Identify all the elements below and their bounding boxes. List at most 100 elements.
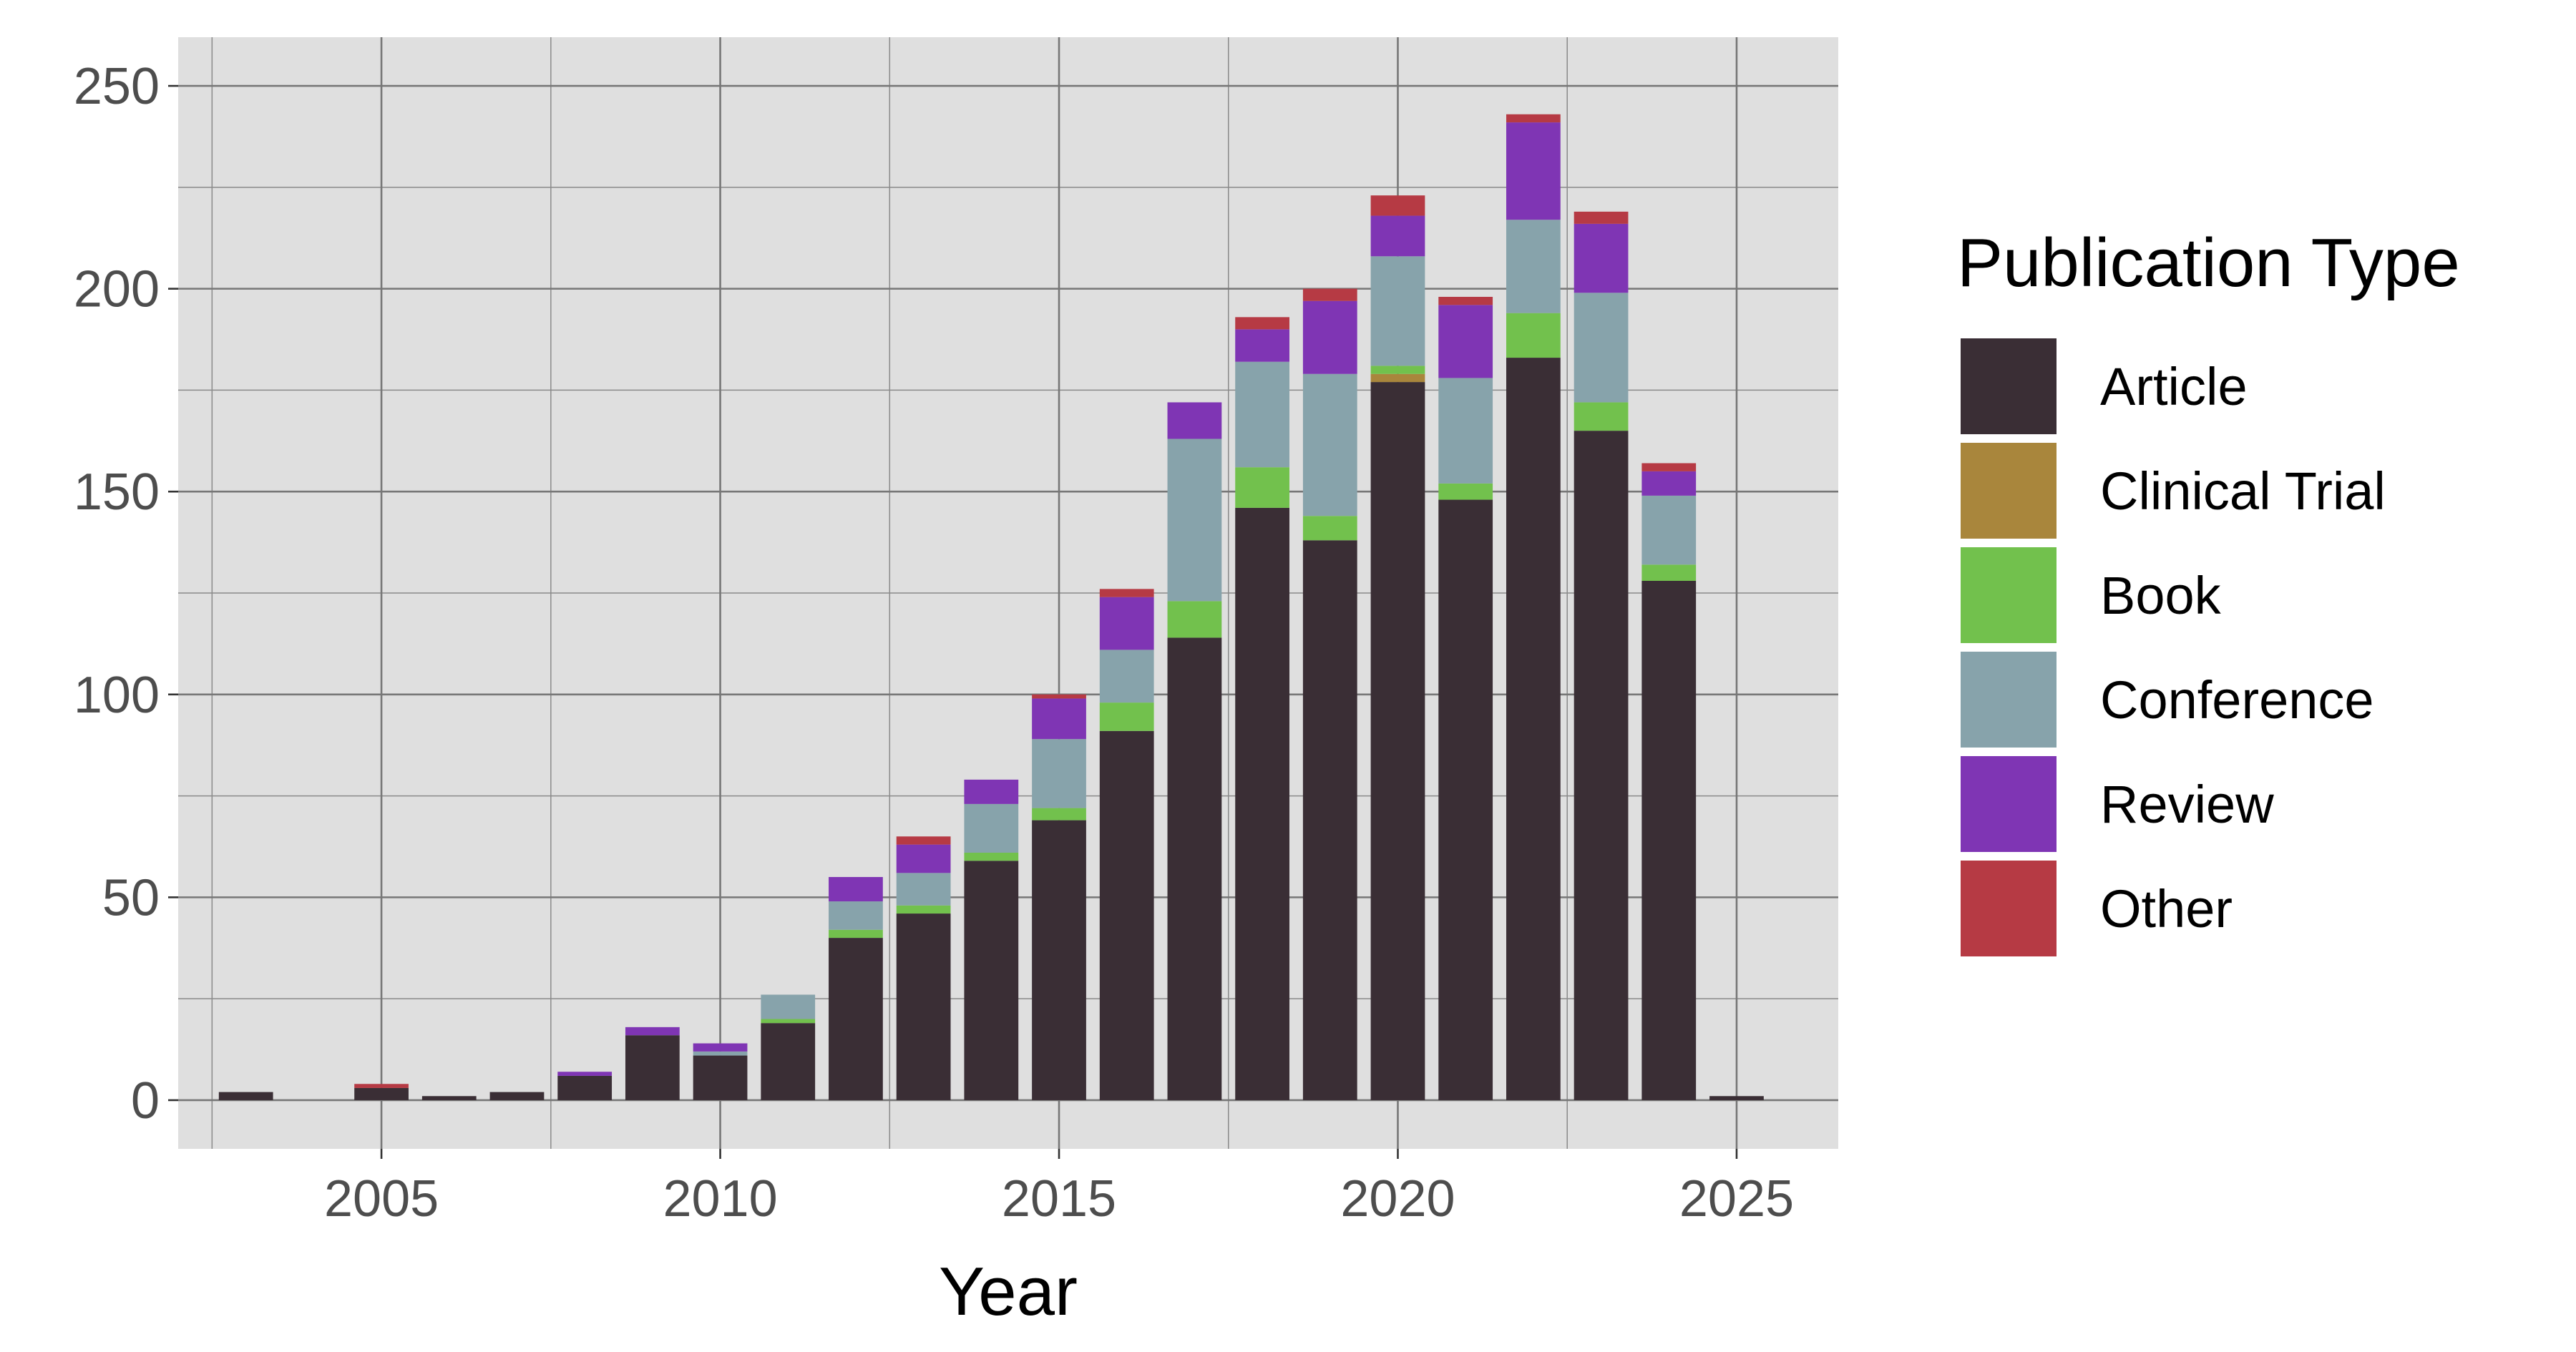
y-tick-label: 200 bbox=[74, 261, 160, 318]
bar-other-2013 bbox=[896, 836, 951, 845]
bar-review-2009 bbox=[625, 1027, 680, 1036]
bar-article-2008 bbox=[557, 1075, 613, 1100]
legend-swatch-conference bbox=[1961, 652, 2057, 748]
bar-article-2005 bbox=[354, 1087, 409, 1100]
bar-conference-2016 bbox=[1099, 650, 1154, 703]
bar-article-2019 bbox=[1302, 540, 1357, 1100]
bar-other-2019 bbox=[1302, 288, 1357, 301]
bar-article-2007 bbox=[489, 1092, 545, 1100]
bar-conference-2019 bbox=[1302, 373, 1357, 516]
legend-label: Conference bbox=[2100, 670, 2374, 730]
bar-conference-2018 bbox=[1235, 361, 1289, 468]
bar-clinical-trial-2020 bbox=[1370, 373, 1425, 383]
bar-article-2013 bbox=[896, 913, 951, 1100]
legend-swatch-article bbox=[1961, 338, 2057, 434]
x-tick-label: 2025 bbox=[1679, 1170, 1794, 1228]
bar-review-2018 bbox=[1235, 329, 1289, 362]
bar-review-2013 bbox=[896, 844, 951, 873]
bar-book-2024 bbox=[1641, 564, 1697, 581]
bar-book-2021 bbox=[1438, 483, 1493, 500]
x-axis: 2005 2010 2015 2020 2025 bbox=[324, 1149, 1794, 1228]
y-axis: 0 50 100 150 200 250 bbox=[74, 58, 178, 1130]
bar-conference-2024 bbox=[1641, 495, 1697, 565]
bar-conference-2022 bbox=[1506, 220, 1561, 313]
bar-conference-2011 bbox=[761, 994, 816, 1019]
y-tick-label: 0 bbox=[131, 1072, 160, 1130]
bar-other-2016 bbox=[1099, 589, 1154, 597]
bar-review-2023 bbox=[1574, 223, 1629, 293]
bar-article-2024 bbox=[1641, 580, 1697, 1100]
legend-swatch-review bbox=[1961, 756, 2057, 852]
bar-review-2008 bbox=[557, 1072, 613, 1076]
bar-article-2016 bbox=[1099, 730, 1154, 1100]
bar-book-2013 bbox=[896, 905, 951, 914]
bar-review-2010 bbox=[693, 1043, 748, 1052]
bar-article-2021 bbox=[1438, 499, 1493, 1100]
legend-swatch-book bbox=[1961, 547, 2057, 643]
legend-label: Clinical Trial bbox=[2100, 461, 2386, 521]
bar-other-2015 bbox=[1032, 694, 1086, 699]
legend-swatch-clinical-trial bbox=[1961, 443, 2057, 539]
x-tick-label: 2005 bbox=[324, 1170, 439, 1228]
bar-book-2017 bbox=[1167, 601, 1222, 638]
legend-items: Article Clinical Trial Book Conference Revie… bbox=[1961, 338, 2386, 956]
bar-article-2014 bbox=[964, 861, 1019, 1100]
bar-article-2003 bbox=[218, 1092, 273, 1100]
bar-book-2011 bbox=[761, 1019, 816, 1024]
bar-book-2018 bbox=[1235, 467, 1289, 508]
bar-book-2019 bbox=[1302, 516, 1357, 541]
bar-book-2014 bbox=[964, 852, 1019, 861]
bar-article-2025 bbox=[1709, 1096, 1764, 1100]
bar-article-2006 bbox=[421, 1096, 477, 1100]
bar-article-2010 bbox=[693, 1055, 748, 1100]
bar-other-2021 bbox=[1438, 296, 1493, 305]
y-tick-label: 100 bbox=[74, 667, 160, 724]
x-axis-title: Year bbox=[939, 1253, 1078, 1330]
bar-other-2005 bbox=[354, 1084, 409, 1088]
bar-review-2024 bbox=[1641, 471, 1697, 496]
bar-other-2020 bbox=[1370, 195, 1425, 216]
bar-other-2024 bbox=[1641, 463, 1697, 471]
bar-book-2020 bbox=[1370, 366, 1425, 374]
bar-review-2020 bbox=[1370, 215, 1425, 257]
bar-review-2022 bbox=[1506, 122, 1561, 220]
y-tick-label: 250 bbox=[74, 58, 160, 115]
bar-article-2018 bbox=[1235, 507, 1289, 1100]
bar-conference-2014 bbox=[964, 803, 1019, 853]
x-tick-label: 2020 bbox=[1340, 1170, 1455, 1228]
y-tick-label: 150 bbox=[74, 464, 160, 521]
bar-other-2023 bbox=[1574, 211, 1629, 224]
bar-review-2014 bbox=[964, 779, 1019, 804]
bar-conference-2020 bbox=[1370, 256, 1425, 366]
bar-conference-2023 bbox=[1574, 293, 1629, 403]
bar-review-2015 bbox=[1032, 698, 1086, 740]
bar-book-2023 bbox=[1574, 402, 1629, 431]
legend-label: Book bbox=[2100, 566, 2222, 625]
bar-review-2019 bbox=[1302, 300, 1357, 374]
bar-conference-2017 bbox=[1167, 439, 1222, 602]
legend-label: Review bbox=[2100, 775, 2274, 834]
bar-article-2009 bbox=[625, 1035, 680, 1100]
bar-conference-2021 bbox=[1438, 378, 1493, 484]
legend-label: Article bbox=[2100, 357, 2248, 416]
bar-article-2011 bbox=[761, 1023, 816, 1100]
legend: Publication Type Article Clinical Trial Bo… bbox=[1957, 225, 2460, 956]
bar-article-2015 bbox=[1032, 820, 1086, 1100]
bar-article-2020 bbox=[1370, 382, 1425, 1100]
bar-book-2016 bbox=[1099, 702, 1154, 731]
bar-review-2012 bbox=[829, 877, 883, 902]
bar-review-2017 bbox=[1167, 402, 1222, 439]
bar-book-2022 bbox=[1506, 313, 1561, 358]
bar-review-2016 bbox=[1099, 597, 1154, 650]
bar-review-2021 bbox=[1438, 305, 1493, 378]
x-tick-label: 2015 bbox=[1002, 1170, 1116, 1228]
bar-book-2012 bbox=[829, 929, 883, 939]
bar-conference-2013 bbox=[896, 873, 951, 906]
bar-article-2017 bbox=[1167, 637, 1222, 1100]
bar-other-2022 bbox=[1506, 114, 1561, 123]
bar-article-2022 bbox=[1506, 358, 1561, 1100]
bar-stacks bbox=[218, 114, 1764, 1100]
y-tick-label: 50 bbox=[102, 869, 160, 926]
bar-article-2023 bbox=[1574, 431, 1629, 1100]
